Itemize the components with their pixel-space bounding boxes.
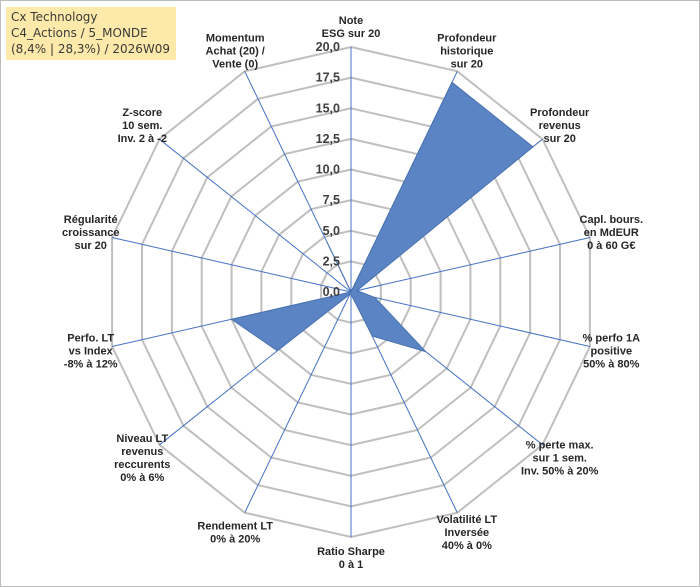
axis-label-line: croissance — [62, 227, 119, 239]
data-series-area — [230, 81, 534, 353]
axis-label: Profondeur historique sur 20 — [437, 33, 497, 71]
axis-label: Perfo. LT vs Index -8% à 12% — [64, 333, 118, 371]
tick-label: 5,0 — [323, 224, 340, 238]
axis-label-line: Perfo. LT — [67, 333, 114, 345]
axis-label-line: 0 à 60 G€ — [587, 240, 635, 252]
axis-label-line: 10 sem. — [122, 120, 162, 132]
axis-label-line: en MdEUR — [584, 227, 639, 239]
axis-label: Capl. bours. en MdEUR 0 à 60 G€ — [580, 214, 644, 252]
axis-label-line: 0% à 6% — [120, 472, 164, 484]
axis-label-line: Ratio Sharpe — [317, 546, 385, 558]
axis-label-line: positive — [591, 346, 633, 358]
axis-label-line: sur 1 sem. — [532, 453, 586, 465]
axis-spoke — [159, 138, 352, 293]
axis-label-line: vs Index — [69, 346, 114, 358]
tick-label: 7,5 — [323, 193, 340, 207]
axis-label-line: Capl. bours. — [580, 214, 644, 226]
axis-label-line: 50% à 80% — [583, 359, 639, 371]
axis-label: Niveau LT revenus reccurents 0% à 6% — [114, 433, 170, 484]
axis-label: Note ESG sur 20 — [322, 15, 381, 40]
axis-label-line: sur 20 — [451, 59, 483, 71]
axis-label: Ratio Sharpe 0 à 1 — [317, 546, 385, 571]
axis-label: Régularité croissance sur 20 — [62, 214, 119, 252]
tick-label: 2,5 — [323, 254, 340, 268]
axis-label: % perfo 1A positive 50% à 80% — [583, 333, 641, 371]
tick-label: 15,0 — [316, 101, 340, 115]
axis-label-line: Niveau LT — [116, 433, 168, 445]
axis-label-line: Inversée — [444, 527, 489, 539]
axis-label: Rendement LT 0% à 20% — [197, 520, 273, 545]
axis-label-line: historique — [440, 46, 493, 58]
tick-label: 10,0 — [316, 163, 340, 177]
axis-label-line: Momentum — [206, 33, 265, 45]
tick-label: 0,0 — [323, 285, 340, 299]
axis-label: Profondeur revenus sur 20 — [530, 107, 590, 145]
info-stats: (8,4% | 28,3%) / 2026W09 — [11, 42, 170, 56]
info-title: Cx Technology — [11, 10, 98, 24]
axis-spoke — [350, 237, 591, 293]
axis-label-line: Régularité — [64, 214, 118, 226]
axis-label-line: Rendement LT — [197, 520, 273, 532]
axis-label: Momentum Achat (20) / Vente (0) — [206, 33, 265, 71]
axis-label-line: 0 à 1 — [339, 559, 363, 571]
tick-label: 17,5 — [316, 71, 340, 85]
axis-label-line: Z-score — [122, 107, 162, 119]
axis-label-line: Volatilité LT — [436, 514, 497, 526]
info-box: Cx Technology C4_Actions / 5_MONDE (8,4%… — [6, 7, 176, 60]
axis-label-line: ESG sur 20 — [322, 28, 381, 40]
axis-label-line: sur 20 — [74, 240, 106, 252]
axis-label-line: sur 20 — [543, 133, 575, 145]
tick-label: 20,0 — [316, 40, 340, 54]
axis-label: Volatilité LT Inversée 40% à 0% — [436, 514, 497, 552]
axis-label-line: Profondeur — [437, 33, 497, 45]
tick-label: 12,5 — [316, 132, 340, 146]
axis-label-line: Note — [339, 15, 363, 27]
axis-label-line: revenus — [121, 446, 163, 458]
axis-label: Z-score 10 sem. Inv. 2 à -2 — [118, 107, 167, 145]
axis-label: % perte max. sur 1 sem. Inv. 50% à 20% — [521, 440, 599, 478]
axis-label-line: % perte max. — [526, 440, 594, 452]
axis-label-line: revenus — [539, 120, 581, 132]
axis-spoke — [111, 237, 352, 293]
axis-label-line: Inv. 2 à -2 — [118, 133, 167, 145]
axis-label-line: 40% à 0% — [442, 540, 492, 552]
axis-label-line: reccurents — [114, 459, 170, 471]
axis-label-line: Vente (0) — [212, 59, 258, 71]
axis-spoke — [350, 291, 591, 347]
axis-label-line: Achat (20) / — [206, 46, 265, 58]
axis-spoke — [244, 291, 352, 513]
axis-label-line: % perfo 1A — [583, 333, 641, 345]
axis-label-line: 0% à 20% — [210, 533, 260, 545]
info-portfolio: C4_Actions / 5_MONDE — [11, 26, 148, 40]
axis-label-line: -8% à 12% — [64, 359, 118, 371]
axis-label-line: Profondeur — [530, 107, 590, 119]
axis-label-line: Inv. 50% à 20% — [521, 466, 599, 478]
